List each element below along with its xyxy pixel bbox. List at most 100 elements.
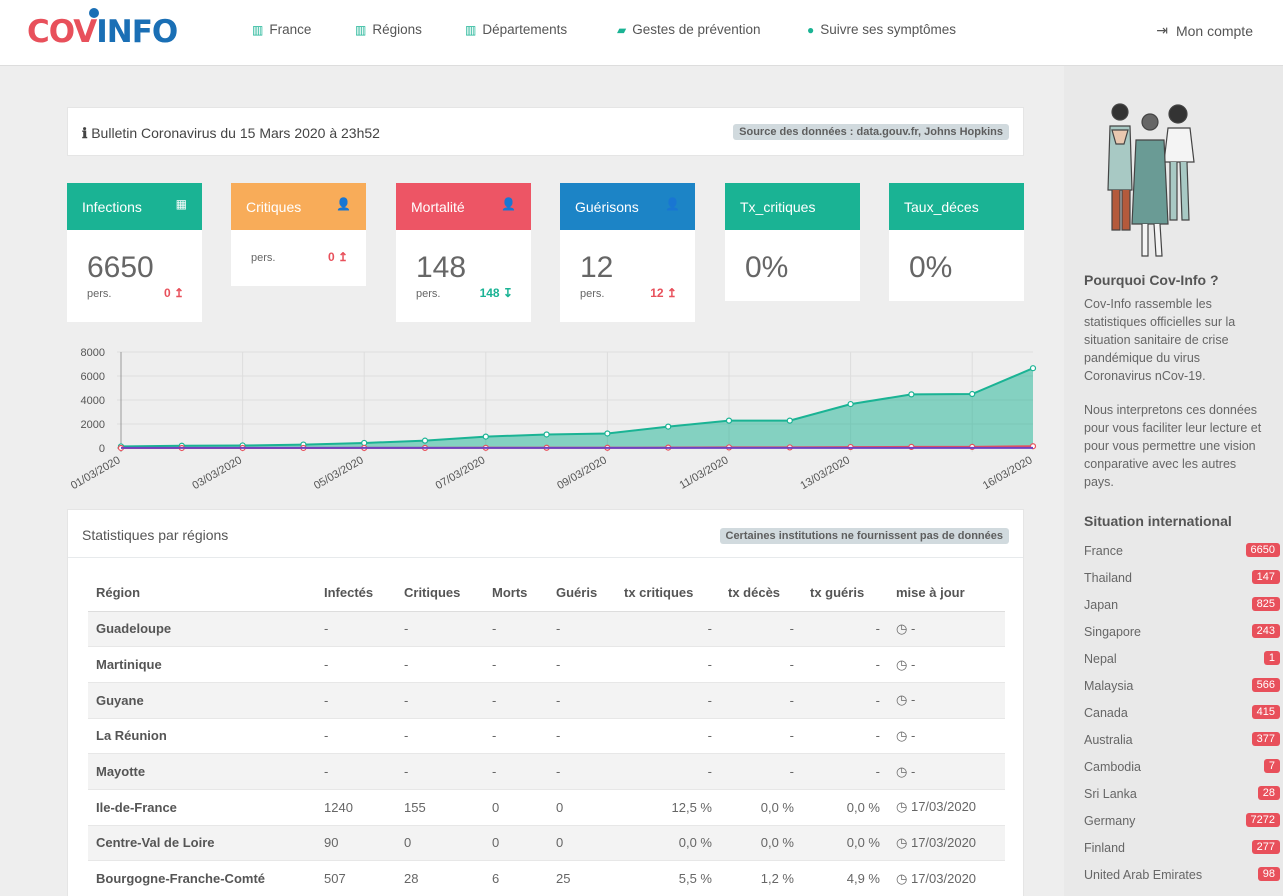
region-cell: - bbox=[720, 681, 802, 719]
country-item[interactable]: Malaysia 566 bbox=[1084, 678, 1280, 693]
region-name: La Réunion bbox=[88, 717, 316, 754]
nav-departements[interactable]: ▥ Départements bbox=[465, 22, 568, 37]
source-badge: Source des données : data.gouv.fr, Johns… bbox=[733, 124, 1009, 140]
country-count-badge: 377 bbox=[1251, 732, 1280, 746]
data-point bbox=[725, 417, 733, 424]
region-cell: - bbox=[720, 717, 802, 754]
country-item[interactable]: Sri Lanka 28 bbox=[1084, 786, 1280, 801]
region-cell: 0 bbox=[396, 824, 484, 861]
region-cell: ◷ - bbox=[888, 681, 1005, 719]
country-name: Thailand bbox=[1084, 571, 1132, 585]
country-count-badge: 1 bbox=[1263, 651, 1280, 665]
country-item[interactable]: Singapore 243 bbox=[1084, 624, 1280, 639]
country-item[interactable]: Finland 277 bbox=[1084, 840, 1280, 855]
region-cell: - bbox=[484, 717, 548, 754]
regions-header: Statistiques par régions Certaines insti… bbox=[68, 510, 1023, 558]
nav-france[interactable]: ▥ France bbox=[252, 22, 312, 37]
region-name: Mayotte bbox=[88, 753, 316, 790]
data-point bbox=[1029, 365, 1037, 372]
x-tick-label: 09/03/2020 bbox=[555, 454, 609, 492]
region-cell: 0,0 % bbox=[802, 824, 888, 861]
col-mise-a-jour[interactable]: mise à jour bbox=[888, 574, 1005, 612]
region-cell: 28 bbox=[396, 860, 484, 896]
table-row: La Réunion - - - - - - - ◷ - bbox=[88, 717, 1005, 754]
country-item[interactable]: United Arab Emirates 98 bbox=[1084, 867, 1280, 882]
data-point bbox=[604, 430, 611, 437]
nav-symptomes[interactable]: ● Suivre ses symptômes bbox=[807, 22, 957, 37]
nav-regions[interactable]: ▥ Régions bbox=[355, 22, 422, 37]
user-plus-icon: 👤 bbox=[336, 197, 351, 211]
country-item[interactable]: Cambodia 7 bbox=[1084, 759, 1280, 774]
table-row: Centre-Val de Loire 90 0 0 0 0,0 % 0,0 % 0,0 % ◷… bbox=[88, 824, 1005, 861]
card-taux-deces: Taux_déces 0% bbox=[889, 183, 1024, 301]
region-cell: 0 bbox=[484, 788, 548, 826]
country-item[interactable]: Nepal 1 bbox=[1084, 651, 1280, 666]
card-tx-critiques: Tx_critiques 0% bbox=[725, 183, 860, 301]
col-tx-critiques[interactable]: tx critiques bbox=[616, 574, 720, 612]
sign-out-icon: ⇥ bbox=[1156, 22, 1168, 38]
col-tx-deces[interactable]: tx décès bbox=[720, 574, 802, 612]
region-cell: - bbox=[720, 610, 802, 647]
region-cell: 155 bbox=[396, 788, 484, 826]
bar-chart-icon: ▥ bbox=[355, 22, 367, 37]
card-header: Tx_critiques bbox=[725, 183, 860, 230]
logo[interactable]: COVINFO bbox=[27, 8, 178, 50]
region-cell: - bbox=[484, 681, 548, 719]
col-region[interactable]: Région bbox=[88, 574, 316, 612]
region-name: Bourgogne-Franche-Comté bbox=[88, 860, 316, 896]
y-tick-label: 2000 bbox=[81, 419, 105, 431]
region-cell: - bbox=[616, 646, 720, 683]
y-tick-label: 6000 bbox=[81, 371, 105, 383]
country-item[interactable]: France 6650 bbox=[1084, 543, 1280, 558]
bar-chart-icon: ▥ bbox=[465, 22, 477, 37]
country-item[interactable]: Australia 377 bbox=[1084, 732, 1280, 747]
top-navbar: COVINFO ▥ France ▥ Régions ▥ Départements ▰… bbox=[0, 0, 1283, 66]
region-cell: ◷ 17/03/2020 bbox=[888, 860, 1005, 896]
col-infectes[interactable]: Infectés bbox=[316, 574, 396, 612]
user-plus-icon: 👤 bbox=[501, 197, 516, 211]
region-cell: - bbox=[802, 646, 888, 683]
country-count-badge: 277 bbox=[1251, 840, 1280, 854]
col-morts[interactable]: Morts bbox=[484, 574, 548, 612]
country-item[interactable]: Germany 7272 bbox=[1084, 813, 1280, 828]
col-gueris[interactable]: Guéris bbox=[548, 574, 616, 612]
nav-gestes[interactable]: ▰ Gestes de prévention bbox=[617, 22, 761, 37]
card-header: Infections ▦ bbox=[67, 183, 202, 230]
region-cell: ◷ - bbox=[888, 646, 1005, 683]
country-count-badge: 6650 bbox=[1245, 543, 1280, 557]
country-name: Malaysia bbox=[1084, 679, 1134, 693]
table-row: Mayotte - - - - - - - ◷ - bbox=[88, 753, 1005, 790]
x-tick-label: 11/03/2020 bbox=[678, 454, 731, 492]
country-item[interactable]: Canada 415 bbox=[1084, 705, 1280, 720]
col-critiques[interactable]: Critiques bbox=[396, 574, 484, 612]
region-cell: - bbox=[316, 753, 396, 790]
book-icon: ▰ bbox=[617, 22, 627, 37]
x-tick-label: 01/03/2020 bbox=[69, 454, 123, 492]
col-tx-gueris[interactable]: tx guéris bbox=[802, 574, 888, 612]
why-paragraph-2: Nous interpretons ces données pour vous … bbox=[1084, 403, 1262, 489]
country-count-badge: 28 bbox=[1257, 786, 1280, 800]
country-item[interactable]: Thailand 147 bbox=[1084, 570, 1280, 585]
info-icon: ℹ bbox=[82, 125, 88, 141]
region-cell: - bbox=[396, 646, 484, 683]
x-tick-label: 16/03/2020 bbox=[981, 454, 1035, 492]
clock-icon: ◷ bbox=[896, 727, 911, 743]
account-link[interactable]: ⇥ Mon compte bbox=[1156, 22, 1253, 39]
card-value: 0% bbox=[745, 251, 789, 284]
series-area bbox=[121, 368, 1033, 448]
country-item[interactable]: Japan 825 bbox=[1084, 597, 1280, 612]
country-count-badge: 825 bbox=[1251, 597, 1280, 611]
region-cell: 0,0 % bbox=[720, 788, 802, 826]
table-row: Martinique - - - - - - - ◷ - bbox=[88, 646, 1005, 683]
region-cell: 0,0 % bbox=[720, 824, 802, 861]
region-cell: 90 bbox=[316, 824, 396, 861]
virus-icon bbox=[89, 8, 99, 18]
region-cell: ◷ - bbox=[888, 610, 1005, 647]
region-cell: 0,0 % bbox=[616, 824, 720, 861]
country-name: Germany bbox=[1084, 814, 1136, 828]
country-count-badge: 147 bbox=[1251, 570, 1280, 584]
bulletin-title: ℹ Bulletin Coronavirus du 15 Mars 2020 à… bbox=[82, 125, 380, 141]
region-cell: 0 bbox=[548, 824, 616, 861]
region-cell: 4,9 % bbox=[802, 860, 888, 896]
card-infections: Infections ▦ 6650 pers. 0 ↥ bbox=[67, 183, 202, 322]
